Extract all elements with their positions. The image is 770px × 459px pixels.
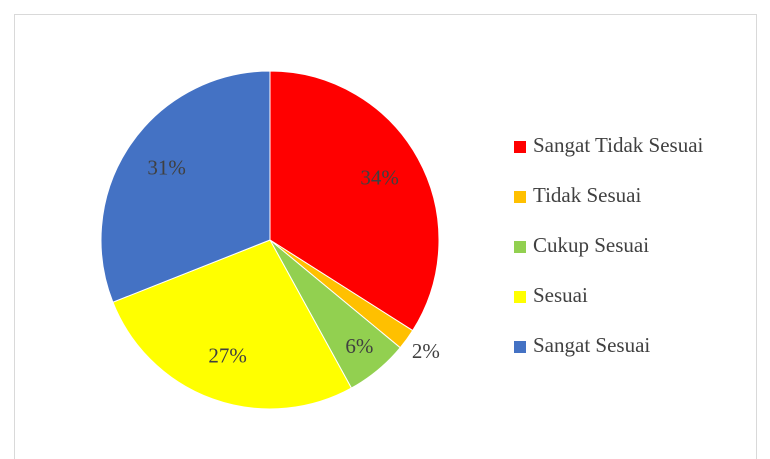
legend-label: Sesuai: [533, 283, 588, 307]
data-label: 31%: [147, 156, 186, 180]
legend-swatch: [514, 241, 526, 253]
pie-slice: [100, 70, 271, 303]
data-label: 34%: [360, 166, 399, 190]
legend-label: Sangat Sesuai: [533, 333, 650, 357]
data-label: 6%: [345, 334, 373, 358]
legend-swatch: [514, 191, 526, 203]
legend-label: Cukup Sesuai: [533, 233, 649, 257]
legend-label: Sangat Tidak Sesuai: [533, 133, 704, 157]
legend-swatch: [514, 291, 526, 303]
pie-slice: [112, 239, 353, 410]
legend-swatch: [514, 341, 526, 353]
data-label: 27%: [208, 343, 247, 367]
legend-label: Tidak Sesuai: [533, 183, 641, 207]
data-label: 2%: [412, 339, 440, 363]
legend-swatch: [514, 141, 526, 153]
pie-slice: [269, 70, 440, 332]
